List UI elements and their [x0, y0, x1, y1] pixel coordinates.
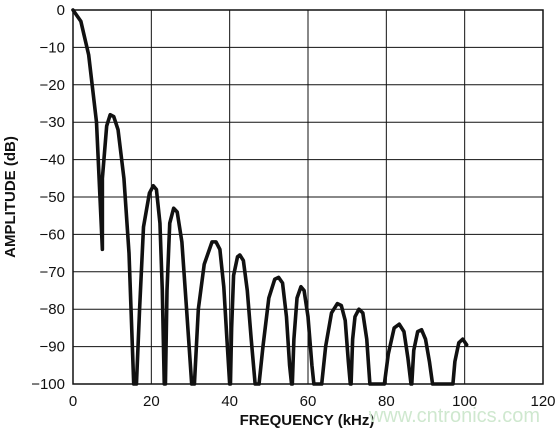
y-tick-label: −80: [40, 301, 65, 318]
y-axis-label: AMPLITUDE (dB): [2, 136, 19, 258]
x-tick-label: 20: [143, 393, 160, 410]
y-tick-label: −20: [40, 77, 65, 94]
x-tick-label: 120: [530, 393, 555, 410]
x-tick-label: 40: [221, 393, 238, 410]
y-tick-label: −60: [40, 226, 65, 243]
x-tick-label: 80: [378, 393, 395, 410]
y-tick-label: −10: [40, 39, 65, 56]
watermark-text: www.cntronics.com: [368, 405, 540, 427]
y-tick-label: −70: [40, 264, 65, 281]
y-tick-label: −50: [40, 189, 65, 206]
y-tick-label: −100: [31, 376, 65, 393]
x-tick-label: 100: [452, 393, 477, 410]
x-tick-labels: 0 20 40 60 80 100 120: [69, 393, 556, 410]
y-tick-labels: 0 −10 −20 −30 −40 −50 −60 −70 −80 −90 −100: [31, 2, 65, 393]
plot-frame: [72, 9, 544, 385]
y-tick-label: −30: [40, 114, 65, 131]
y-tick-label: −90: [40, 339, 65, 356]
x-axis-label: FREQUENCY (kHz): [240, 412, 375, 429]
y-tick-label: 0: [57, 2, 65, 19]
x-tick-label: 60: [300, 393, 317, 410]
series-line: [71, 8, 469, 386]
x-tick-label: 0: [69, 393, 77, 410]
y-tick-label: −40: [40, 152, 65, 169]
